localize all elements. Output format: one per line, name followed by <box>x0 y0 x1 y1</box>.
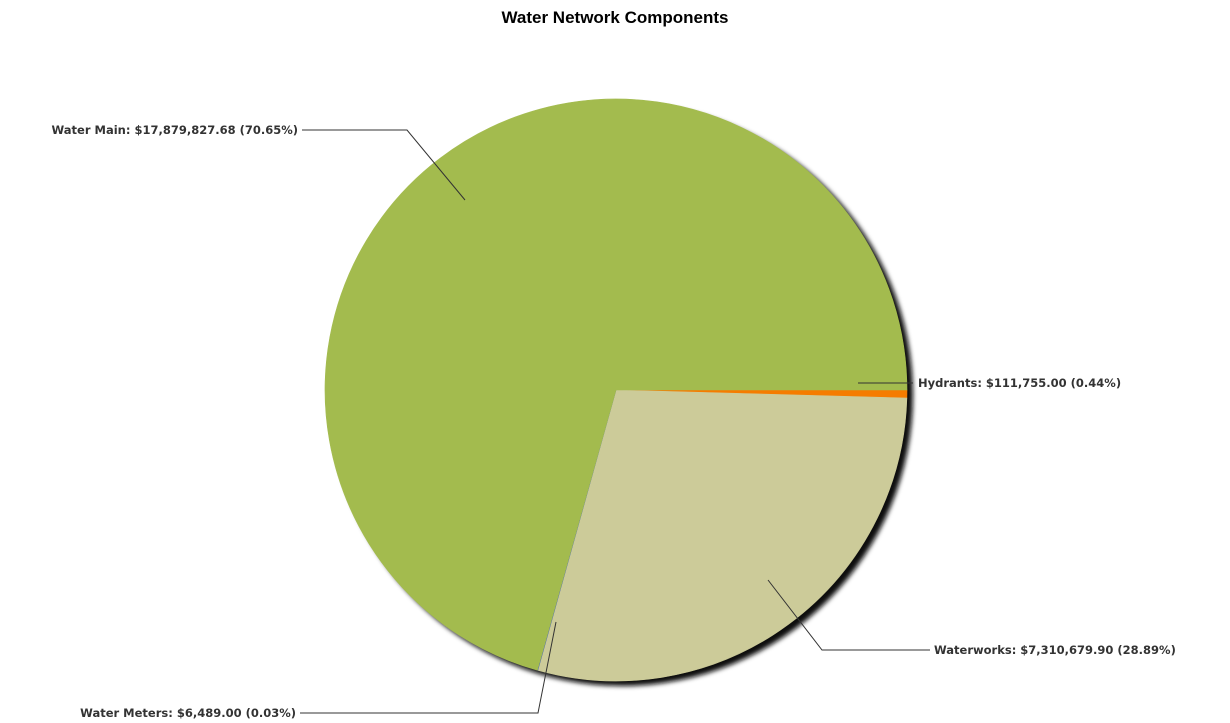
leader-line-water-main <box>302 129 466 201</box>
slice-label-waterworks: Waterworks: $7,310,679.90 (28.89%) <box>934 643 1176 657</box>
pie-slice-water-main <box>324 98 908 671</box>
pie-slice-waterworks <box>537 389 908 682</box>
slice-label-hydrants: Hydrants: $111,755.00 (0.44%) <box>918 376 1121 390</box>
slice-label-water-meters: Water Meters: $6,489.00 (0.03%) <box>80 706 296 720</box>
slice-label-water-main: Water Main: $17,879,827.68 (70.65%) <box>52 123 298 137</box>
leader-line-waterworks <box>767 579 930 651</box>
leader-line-water-meters <box>300 621 557 714</box>
chart-title: Water Network Components <box>501 8 729 27</box>
